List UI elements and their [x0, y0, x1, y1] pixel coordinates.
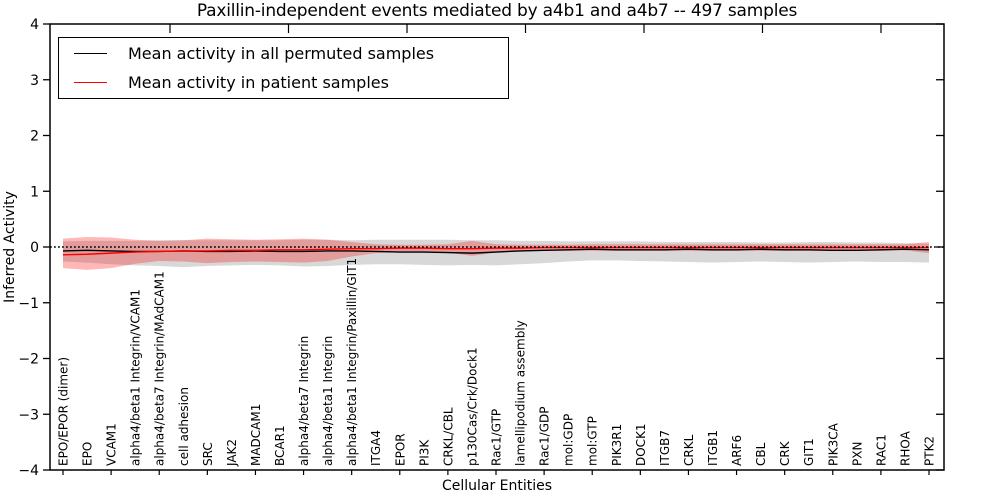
x-category-label: alpha4/beta1 Integrin: [321, 336, 335, 466]
x-category-label: p130Cas/Crk/Dock1: [465, 347, 479, 466]
y-tick-label: −3: [18, 407, 39, 423]
chart-title: Paxillin-independent events mediated by …: [196, 1, 798, 21]
x-category-label: EPOR: [393, 433, 407, 466]
x-category-label: CRKL/CBL: [441, 407, 455, 466]
x-category-label: CRK: [778, 440, 792, 466]
y-tick-label: 4: [30, 17, 39, 33]
x-category-label: RAC1: [874, 434, 888, 466]
x-category-label: alpha4/beta7 Integrin/MAdCAM1: [153, 271, 167, 466]
legend-line-sample-red: [74, 82, 107, 84]
x-category-label: ITGB7: [658, 430, 672, 466]
x-category-label: cell adhesion: [177, 387, 191, 466]
y-tick-label: −2: [18, 352, 39, 368]
y-tick-label: 1: [30, 184, 39, 200]
legend-line-sample-black: [74, 52, 107, 54]
x-category-label: mol:GTP: [586, 416, 600, 466]
x-category-label: CBL: [754, 442, 768, 466]
legend: Mean activity in all permuted samples Me…: [58, 37, 509, 99]
patient-mean-line: [62, 246, 929, 256]
x-category-label: JAK2: [225, 439, 239, 467]
legend-label: Mean activity in patient samples: [128, 73, 389, 93]
x-category-label: alpha4/beta1 Integrin/VCAM1: [129, 289, 143, 466]
legend-entry-patient: Mean activity in patient samples: [59, 69, 508, 97]
x-category-label: ARF6: [730, 435, 744, 466]
x-category-label: alpha4/beta1 Integrin/Paxillin/GIT1: [345, 258, 359, 466]
x-category-label: lamellipodium assembly: [514, 320, 528, 466]
x-category-label: GIT1: [802, 438, 816, 466]
x-category-label: PIK3CA: [826, 422, 840, 466]
x-axis-label: Cellular Entities: [441, 478, 553, 494]
x-category-label: ITGA4: [369, 430, 383, 466]
x-category-label: PIK3R1: [610, 424, 624, 466]
y-tick-label: 0: [30, 240, 39, 256]
x-category-label: PXN: [850, 442, 864, 466]
patient-spread-band: [63, 236, 929, 270]
x-category-label: Rac1/GTP: [490, 409, 504, 466]
legend-entry-permuted: Mean activity in all permuted samples: [59, 39, 508, 67]
x-category-label: EPO/EPOR (dimer): [57, 357, 71, 466]
x-category-label: ITGB1: [706, 430, 720, 466]
x-category-label: mol:GDP: [562, 414, 576, 466]
x-category-label: PTK2: [923, 436, 937, 466]
x-category-label: RHOA: [898, 430, 912, 466]
x-category-label: SRC: [201, 442, 215, 466]
x-category-label: PI3K: [417, 439, 431, 466]
x-category-label: alpha4/beta7 Integrin: [297, 336, 311, 466]
x-category-label: MADCAM1: [249, 404, 263, 466]
y-tick-label: 2: [30, 129, 39, 145]
y-tick-label: 3: [30, 73, 39, 89]
legend-label: Mean activity in all permuted samples: [128, 43, 435, 63]
y-tick-label: −4: [18, 463, 39, 479]
x-category-label: DOCK1: [634, 423, 648, 466]
x-category-label: CRKL: [682, 434, 696, 466]
x-category-label: Rac1/GDP: [538, 407, 552, 466]
x-category-label: VCAM1: [105, 423, 119, 466]
x-category-label: EPO: [81, 442, 95, 466]
y-tick-label: −1: [18, 296, 39, 312]
x-category-label: BCAR1: [273, 425, 287, 466]
